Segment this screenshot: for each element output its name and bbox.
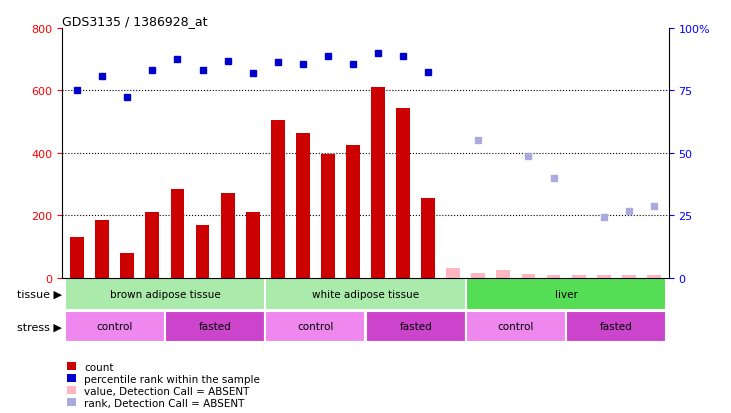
Bar <box>70 237 84 278</box>
Bar <box>466 279 667 310</box>
Bar <box>572 275 586 278</box>
Bar <box>296 133 310 278</box>
Bar <box>622 275 636 278</box>
Bar <box>466 311 566 342</box>
Bar <box>64 311 165 342</box>
Bar <box>221 194 235 278</box>
Text: control: control <box>498 322 534 332</box>
Text: GDS3135 / 1386928_at: GDS3135 / 1386928_at <box>62 15 208 28</box>
Bar <box>596 275 610 278</box>
Text: fasted: fasted <box>199 322 232 332</box>
Bar <box>421 199 435 278</box>
Bar <box>145 213 159 278</box>
Bar <box>566 311 667 342</box>
Text: fasted: fasted <box>399 322 432 332</box>
Bar <box>165 311 265 342</box>
Text: stress ▶: stress ▶ <box>17 322 61 332</box>
Text: white adipose tissue: white adipose tissue <box>312 289 419 299</box>
Bar <box>366 311 466 342</box>
Bar <box>196 225 209 278</box>
Bar <box>271 121 284 278</box>
Bar <box>265 279 466 310</box>
Text: control: control <box>298 322 333 332</box>
Text: fasted: fasted <box>600 322 632 332</box>
Bar <box>396 108 410 278</box>
Bar <box>371 88 385 278</box>
Bar <box>647 275 661 278</box>
Text: liver: liver <box>555 289 577 299</box>
Bar <box>170 189 184 278</box>
Bar <box>547 275 561 278</box>
Bar <box>447 269 460 278</box>
Bar <box>265 311 366 342</box>
Text: tissue ▶: tissue ▶ <box>17 289 61 299</box>
Legend: count, percentile rank within the sample, value, Detection Call = ABSENT, rank, : count, percentile rank within the sample… <box>67 362 260 408</box>
Bar <box>95 221 109 278</box>
Bar <box>471 273 485 278</box>
Bar <box>346 146 360 278</box>
Bar <box>321 155 335 278</box>
Bar <box>496 270 510 278</box>
Text: brown adipose tissue: brown adipose tissue <box>110 289 220 299</box>
Bar <box>64 279 265 310</box>
Bar <box>121 253 135 278</box>
Bar <box>522 274 535 278</box>
Text: control: control <box>96 322 133 332</box>
Bar <box>246 213 260 278</box>
